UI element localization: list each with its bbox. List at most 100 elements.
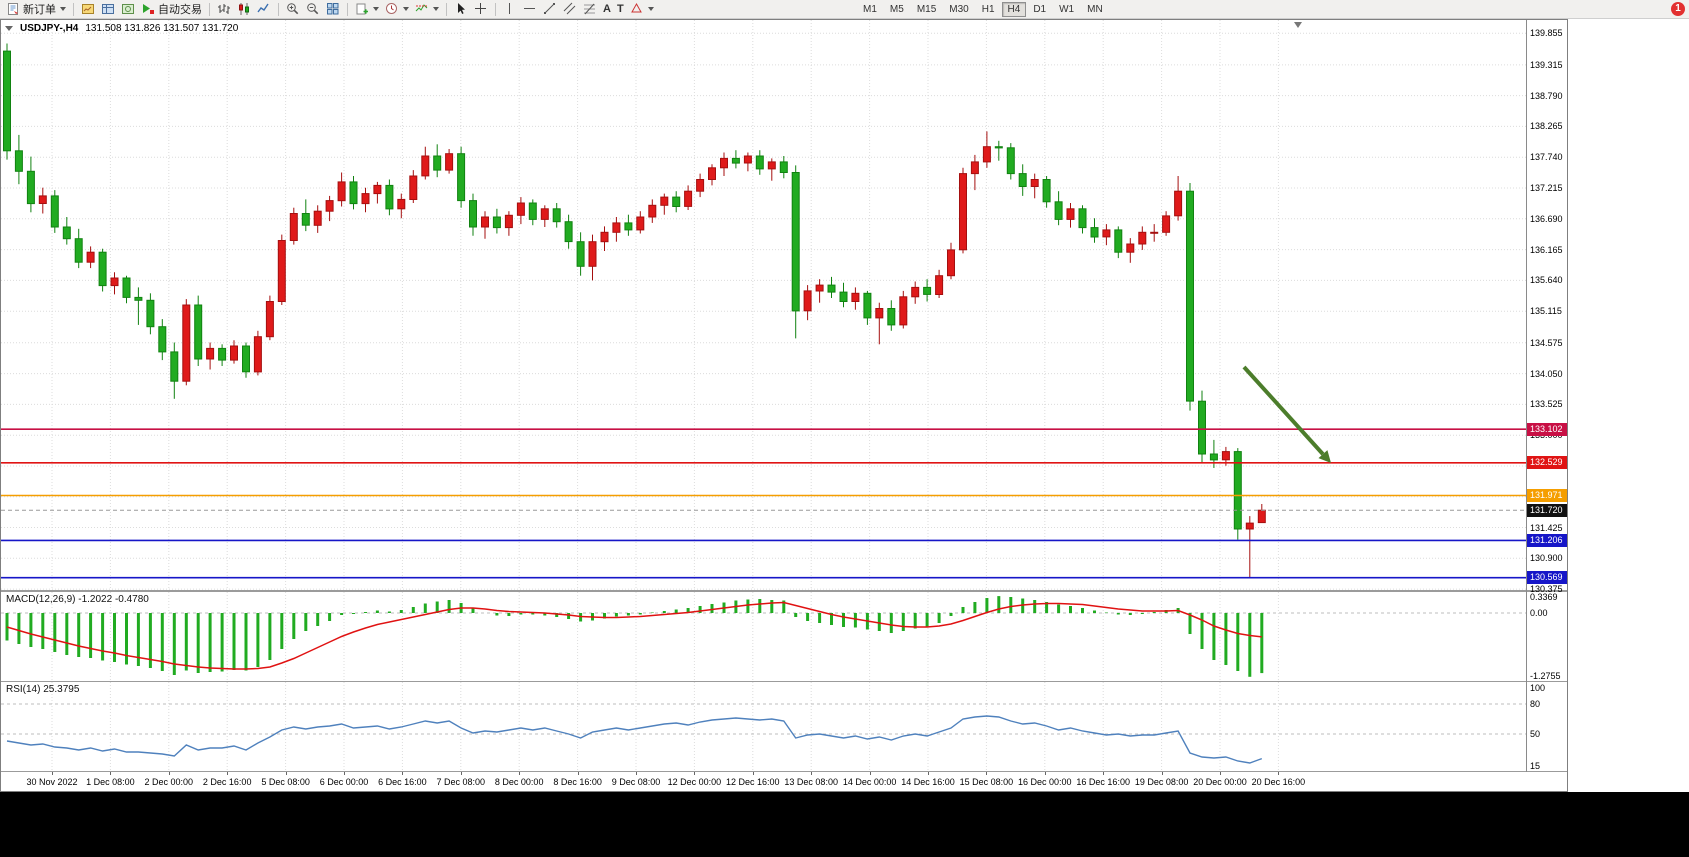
time-axis-tick	[1278, 772, 1280, 775]
panel-splitter[interactable]	[1, 590, 1567, 592]
label-tool-button[interactable]: T	[614, 1, 627, 18]
annotation-arrow	[1242, 365, 1325, 456]
text-tool-button[interactable]: A	[600, 1, 614, 18]
time-axis-label: 12 Dec 16:00	[726, 777, 780, 787]
tf-mn[interactable]: MN	[1087, 4, 1103, 15]
tf-m15[interactable]: M15	[916, 4, 937, 15]
tf-w1[interactable]: W1	[1059, 4, 1075, 15]
notification-badge[interactable]: 1	[1671, 2, 1685, 16]
symbol-period-label: USDJPY-,H4	[20, 23, 79, 34]
candle	[1257, 509, 1266, 524]
price-badge: 130.569	[1527, 571, 1568, 585]
price-axis-label: 139.855	[1530, 28, 1563, 39]
candlestick-mode-button[interactable]	[234, 1, 254, 18]
toolbar-separator	[278, 2, 279, 16]
new-order-button[interactable]: 新订单	[3, 1, 69, 18]
time-axis-label: 6 Dec 16:00	[378, 777, 427, 787]
candle	[1066, 208, 1075, 220]
candle	[230, 345, 238, 361]
price-axis-label: 135.115	[1530, 306, 1562, 317]
chart-collapse-icon[interactable]	[5, 26, 13, 31]
bottom-black-area	[0, 792, 1689, 857]
candle	[38, 195, 47, 204]
time-axis-label: 30 Nov 2022	[26, 777, 78, 787]
candle	[62, 226, 71, 240]
time-axis-tick	[168, 772, 170, 775]
trendline-tool-button[interactable]	[540, 1, 560, 18]
period-button[interactable]	[382, 1, 412, 18]
candle	[672, 196, 681, 208]
market-watch-button[interactable]	[78, 1, 98, 18]
candle	[194, 304, 203, 360]
candle	[265, 301, 274, 338]
candle	[851, 292, 860, 302]
candle	[1030, 179, 1039, 187]
tf-h4[interactable]: H4	[1001, 2, 1027, 17]
panel-splitter[interactable]	[1, 681, 1567, 682]
channel-tool-button[interactable]	[560, 1, 580, 18]
candle	[110, 277, 119, 287]
candle	[1090, 227, 1099, 238]
candle	[86, 251, 95, 263]
price-axis-label: 130.900	[1530, 553, 1563, 564]
time-axis-label: 14 Dec 16:00	[901, 777, 955, 787]
candle	[337, 181, 346, 202]
main-chart[interactable]	[1, 20, 1526, 590]
cursor-tool-button[interactable]	[451, 1, 471, 18]
candle	[158, 326, 167, 353]
candle	[74, 238, 83, 263]
time-axis-label: 2 Dec 00:00	[144, 777, 194, 787]
tf-h1[interactable]: H1	[981, 4, 995, 15]
trendline-icon	[543, 2, 557, 16]
macd-label: MACD(12,26,9) -1.2022 -0.4780	[6, 594, 149, 605]
tf-d1[interactable]: D1	[1033, 4, 1047, 15]
candle	[803, 290, 812, 312]
macd-panel[interactable]	[1, 592, 1526, 681]
price-axis-label: 136.165	[1530, 244, 1563, 255]
time-axis-label: 13 Dec 08:00	[784, 777, 838, 787]
bar-chart-mode-button[interactable]	[214, 1, 234, 18]
time-axis-tick	[285, 772, 287, 775]
new-chart-button[interactable]	[352, 1, 382, 18]
candle	[170, 351, 179, 382]
horizontal-line-tool-button[interactable]	[520, 1, 540, 18]
indicators-button[interactable]	[412, 1, 442, 18]
line-chart-mode-button[interactable]	[254, 1, 274, 18]
price-axis-label: 137.740	[1530, 152, 1563, 163]
auto-trading-button[interactable]: 自动交易	[138, 1, 205, 18]
candle	[1054, 201, 1063, 220]
time-axis-tick	[1103, 772, 1105, 775]
crosshair-tool-button[interactable]	[471, 1, 491, 18]
candle	[755, 155, 764, 170]
tf-m5[interactable]: M5	[889, 4, 904, 15]
macd-axis-label: -1.2755	[1530, 671, 1561, 681]
candle	[1209, 453, 1218, 461]
time-axis[interactable]: 30 Nov 2022 1 Dec 08:00 2 Dec 00:00 2 Dec 1…	[1, 772, 1567, 791]
candle	[1162, 215, 1171, 233]
candle	[1042, 179, 1051, 203]
time-axis-label: 8 Dec 16:00	[553, 777, 602, 787]
data-window-button[interactable]	[98, 1, 118, 18]
tf-m1[interactable]: M1	[863, 4, 877, 15]
zoom-out-button[interactable]	[303, 1, 323, 18]
zoom-in-button[interactable]	[283, 1, 303, 18]
market-watch-icon	[81, 2, 95, 16]
fibonacci-tool-button[interactable]	[580, 1, 600, 18]
shapes-tool-button[interactable]	[627, 1, 657, 18]
price-axis[interactable]: 139.855 139.315 138.790 138.265 137.740 137.2…	[1527, 19, 1568, 772]
candle	[122, 277, 131, 298]
vertical-line-tool-button[interactable]	[500, 1, 520, 18]
time-axis-tick	[1220, 772, 1221, 775]
rsi-panel[interactable]	[1, 682, 1526, 771]
auto-trading-icon	[141, 2, 155, 16]
time-axis-label: 7 Dec 08:00	[436, 777, 486, 787]
rsi-line	[6, 715, 1263, 764]
tf-m30[interactable]: M30	[949, 4, 969, 15]
navigator-button[interactable]	[118, 1, 138, 18]
candle	[528, 202, 537, 220]
tile-windows-icon	[326, 2, 340, 16]
indicators-icon	[415, 2, 429, 16]
time-axis-tick	[460, 772, 462, 775]
candle	[349, 181, 358, 205]
tile-windows-button[interactable]	[323, 1, 343, 18]
